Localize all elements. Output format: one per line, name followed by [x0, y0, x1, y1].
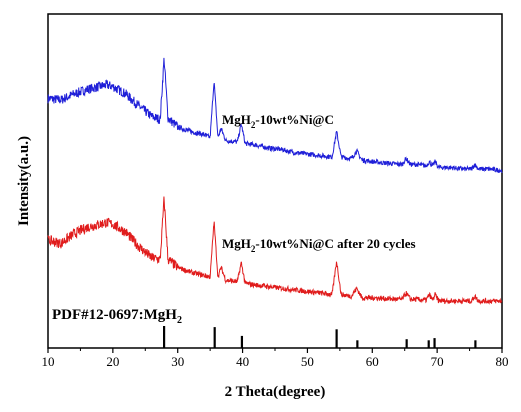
pristine-annotation: MgH2-10wt%Ni@C — [222, 112, 334, 130]
reference-pattern-sticks — [162, 326, 477, 348]
reference-label-sub: 2 — [177, 315, 182, 326]
cycled-annotation-prefix: MgH — [222, 236, 251, 251]
x-tick-label: 70 — [431, 354, 444, 369]
pristine-annotation-sub: 2 — [251, 120, 256, 130]
reference-label-prefix: PDF#12-0697:MgH — [52, 307, 177, 323]
y-axis-title: Intensity(a.u.) — [16, 136, 32, 226]
x-tick-label: 40 — [236, 354, 249, 369]
cycled-trace — [47, 196, 503, 305]
series-pristine-line — [47, 57, 503, 174]
pristine-annotation-suffix: -10wt%Ni@C — [255, 112, 334, 127]
series-cycled-line — [47, 196, 503, 305]
cycled-annotation-suffix: -10wt%Ni@C after 20 cycles — [255, 236, 415, 251]
pristine-annotation-prefix: MgH — [222, 112, 251, 127]
x-tick-label: 30 — [171, 354, 184, 369]
x-axis-ticks: 10 20 30 40 50 60 70 80 — [42, 348, 509, 369]
x-tick-label: 80 — [496, 354, 509, 369]
cycled-annotation: MgH2-10wt%Ni@C after 20 cycles — [222, 236, 416, 254]
reference-label: PDF#12-0697:MgH2 — [52, 307, 182, 326]
cycled-annotation-sub: 2 — [251, 244, 256, 254]
x-tick-label: 50 — [301, 354, 314, 369]
x-tick-label: 20 — [106, 354, 119, 369]
x-tick-label: 10 — [42, 354, 55, 369]
x-axis-title: 2 Theta(degree) — [225, 384, 326, 400]
pristine-trace — [47, 57, 503, 174]
x-tick-label: 60 — [366, 354, 379, 369]
